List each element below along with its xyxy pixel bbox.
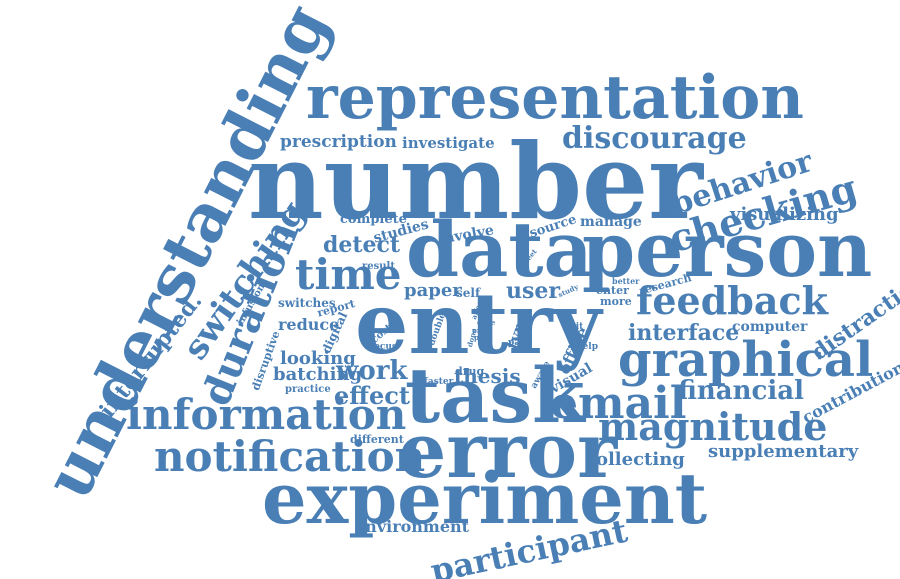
word-self: self (456, 286, 481, 300)
word-visualizing: visualizing (730, 204, 839, 225)
word-drug: drug (455, 365, 485, 378)
word-switches: switches (278, 296, 336, 310)
word-person: person (582, 205, 873, 294)
word-graphical: graphical (618, 332, 874, 388)
word-enter: enter (596, 284, 629, 297)
word-practice: practice (285, 384, 331, 395)
word-prior: prior (472, 326, 492, 335)
word-part: part (508, 338, 530, 348)
word-reduce: reduce (278, 315, 340, 334)
word-time: time (295, 250, 402, 299)
word-feedback: feedback (636, 278, 828, 323)
word-data: data (406, 205, 593, 294)
word-representation: representation (306, 63, 804, 133)
word-discourage: discourage (562, 121, 747, 156)
word-financial: financial (678, 376, 804, 406)
word-environment: environment (355, 517, 470, 536)
word-manage: manage (580, 214, 642, 230)
word-looking: looking (280, 348, 356, 369)
word-faster: faster (424, 377, 454, 387)
word-focus: focus (370, 342, 397, 352)
word-error: error (398, 406, 618, 495)
word-different: different (350, 433, 404, 446)
word-entry: entry (355, 274, 602, 373)
word-collecting: collecting (585, 449, 685, 470)
word-task: task (405, 351, 585, 440)
word-user: user (506, 278, 560, 304)
word-prescription: prescription (280, 132, 397, 152)
word-effect: effect (334, 381, 410, 410)
word-investigate: investigate (402, 134, 495, 152)
word-information: information (126, 390, 407, 439)
word-magnitude: magnitude (598, 404, 828, 449)
word-batching: batching (273, 364, 363, 385)
word-thesis: thesis (454, 364, 521, 388)
word-experiment: experiment (262, 457, 708, 540)
word-code: code (477, 318, 496, 327)
word-help: help (576, 342, 598, 352)
word-paper: paper (404, 280, 462, 301)
word-interface: interface (628, 320, 740, 346)
word-result: result (362, 261, 395, 272)
word-visit: visit (562, 322, 584, 332)
word-notification: notification (154, 432, 426, 481)
word-more: more (600, 295, 632, 308)
word-poor: poor (474, 333, 492, 342)
word-supplementary: supplementary (708, 441, 859, 462)
word-detect: detect (323, 232, 401, 258)
word-number: number (248, 120, 703, 243)
word-work: work (336, 356, 408, 386)
word-complete: complete (340, 212, 407, 227)
word-computer: computer (732, 319, 808, 335)
word-better: better (612, 276, 640, 286)
word-email: email (550, 378, 687, 429)
